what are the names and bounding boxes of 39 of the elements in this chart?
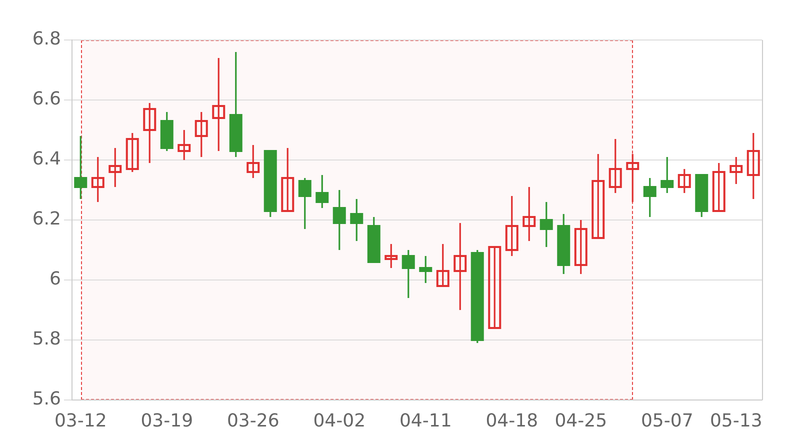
x-tick-label: 03-19 [140, 410, 194, 432]
x-tick-label: 04-18 [486, 410, 538, 432]
x-tick-label: 05-13 [710, 410, 762, 432]
x-tick-label: 04-11 [399, 410, 452, 432]
y-tick-label: 5.6 [32, 388, 61, 410]
y-tick-label: 6.6 [32, 88, 61, 110]
candlestick [574, 219, 588, 275]
candlestick [91, 156, 104, 203]
y-tick-label: 5.8 [32, 328, 61, 350]
x-tick-label: 04-25 [554, 410, 608, 432]
candlestick [436, 243, 450, 287]
candlestick [678, 168, 691, 194]
candlestick [626, 153, 640, 203]
y-tick-label: 6.4 [32, 148, 61, 170]
candlestick [212, 57, 226, 152]
x-tick-label: 03-26 [226, 410, 280, 432]
candlestick [194, 111, 208, 158]
candlestick [488, 246, 502, 329]
candlestick [384, 243, 398, 269]
candlestick [454, 222, 467, 311]
candlestick [108, 147, 122, 188]
y-tick-label: 6 [50, 268, 61, 290]
candlestick [143, 102, 156, 164]
x-tick-label: 03-12 [54, 410, 107, 432]
candlestick [126, 132, 139, 173]
y-tick-label: 6.2 [32, 208, 61, 230]
y-tick-label: 6.8 [32, 28, 61, 50]
x-tick-label: 04-02 [313, 410, 366, 432]
candlestick [178, 129, 191, 161]
candlestick [712, 162, 726, 212]
candlestick [592, 153, 605, 239]
candlestick [608, 138, 622, 194]
candlestick [730, 156, 743, 185]
candlestick [746, 132, 760, 200]
candlestick [505, 195, 518, 257]
candlestick [281, 147, 294, 212]
candlestick [246, 144, 260, 179]
candlestick [522, 186, 536, 242]
x-tick-label: 05-07 [640, 410, 694, 432]
